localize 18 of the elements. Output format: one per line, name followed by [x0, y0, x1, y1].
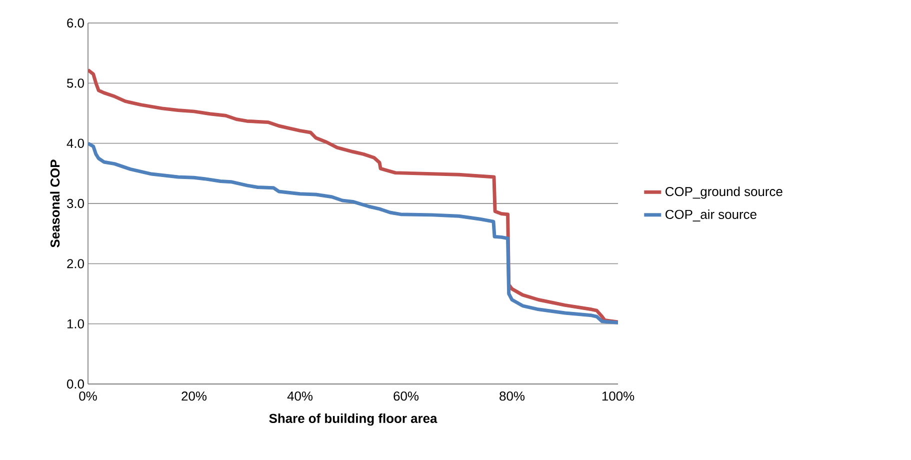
y-tick-label: 4.0: [66, 138, 84, 148]
x-tick-label: 20%: [182, 392, 207, 401]
legend-label: COP_air source: [666, 209, 756, 222]
x-tick-label: 60%: [394, 392, 419, 401]
x-tick-label: 100%: [602, 392, 634, 401]
x-axis-title: Share of building floor area: [269, 413, 438, 426]
x-tick-label: 80%: [500, 392, 525, 401]
y-tick-label: 1.0: [67, 319, 84, 328]
y-tick-label: 0.0: [66, 379, 84, 389]
x-tick-label: 40%: [287, 392, 313, 401]
y-tick-label: 5.0: [66, 78, 84, 88]
y-tick-label: 3.0: [66, 198, 84, 208]
y-axis-title: Seasonal COP: [50, 160, 60, 248]
line-series: [88, 142, 618, 324]
legend-label: COP_ground source: [666, 186, 782, 199]
y-tick-label: 2.0: [67, 259, 84, 268]
y-tick-label: 6.0: [67, 18, 84, 28]
x-tick-label: 0%: [79, 392, 97, 401]
